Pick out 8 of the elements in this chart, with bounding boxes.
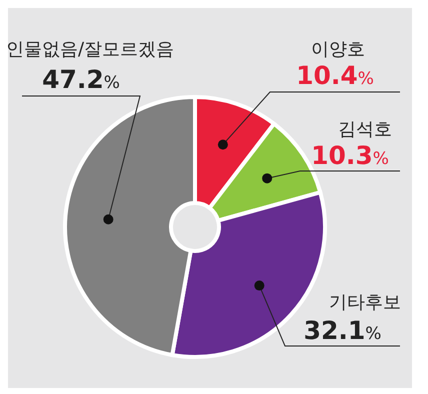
slice-label: 김석호 [338, 119, 392, 140]
data-label: 47.2% [42, 65, 120, 94]
data-label: 32.1% [304, 316, 382, 345]
data-label: 10.4% [296, 61, 374, 90]
data-label: 10.3% [311, 141, 389, 170]
slice-label: 인물없음/잘모르겠음 [6, 39, 174, 60]
slice-label: 이양호 [311, 39, 365, 60]
slice-label: 기타후보 [329, 292, 401, 313]
